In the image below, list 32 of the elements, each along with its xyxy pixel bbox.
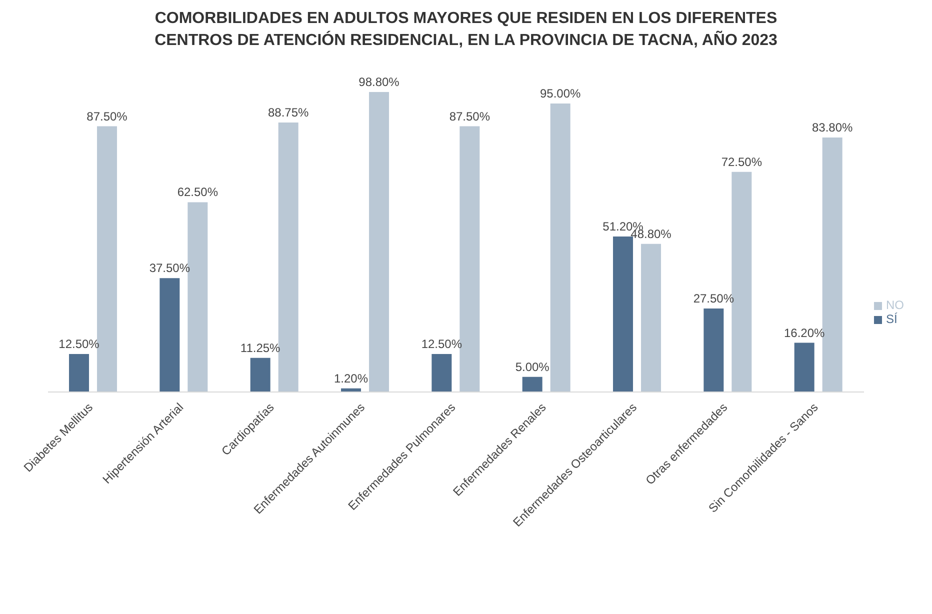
data-label: 87.50% bbox=[449, 109, 490, 124]
bar bbox=[522, 376, 542, 392]
bar bbox=[97, 126, 117, 392]
bar bbox=[704, 308, 724, 392]
bar bbox=[69, 354, 89, 392]
legend-label: SÍ bbox=[886, 312, 898, 326]
bar bbox=[641, 244, 661, 392]
data-label: 1.20% bbox=[334, 371, 368, 386]
data-label: 16.20% bbox=[784, 326, 826, 340]
data-label: 83.80% bbox=[812, 120, 854, 135]
data-label: 37.50% bbox=[149, 261, 190, 276]
chart-title: COMORBILIDADES EN ADULTOS MAYORES QUE RESIDEN EN LOS DIFERENTES CENTROS DE ATENCIÓN RESIDENCIAL, EN LA PROVINCIA DE TACNA, AÑO 2023 bbox=[154, 9, 778, 51]
bar bbox=[250, 358, 270, 392]
data-label: 5.00% bbox=[515, 360, 550, 374]
bar bbox=[432, 354, 452, 392]
data-label: 62.50% bbox=[177, 185, 218, 200]
data-label: 72.50% bbox=[721, 154, 762, 169]
data-label: 12.50% bbox=[58, 337, 100, 352]
data-label: 12.50% bbox=[421, 337, 462, 352]
bar bbox=[550, 104, 570, 392]
legend-label: NO bbox=[886, 298, 904, 312]
bar bbox=[160, 278, 180, 392]
bar bbox=[613, 236, 633, 392]
bar bbox=[794, 342, 814, 392]
bar bbox=[278, 122, 298, 392]
bar bbox=[369, 92, 389, 392]
data-label: 98.80% bbox=[358, 75, 400, 89]
data-label: 27.50% bbox=[693, 292, 734, 306]
data-label: 87.50% bbox=[86, 109, 128, 124]
data-label: 95.00% bbox=[540, 86, 582, 101]
data-label: 11.25% bbox=[240, 340, 281, 355]
data-label: 88.75% bbox=[268, 106, 310, 120]
